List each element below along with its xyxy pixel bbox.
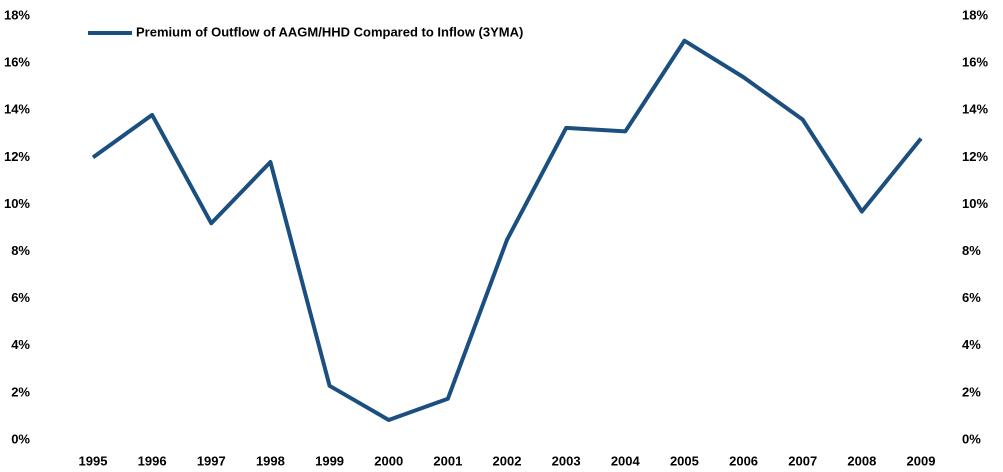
legend-label: Premium of Outflow of AAGM/HHD Compared … [136, 24, 523, 39]
x-tick-label: 2007 [788, 453, 817, 468]
y-tick-label: 16% [4, 55, 30, 70]
x-tick-label: 1995 [79, 453, 108, 468]
x-tick-label: 2003 [552, 453, 581, 468]
y2-tick-label: 4% [962, 337, 981, 352]
y-tick-label: 4% [11, 337, 30, 352]
x-tick-label: 2001 [433, 453, 462, 468]
y-tick-label: 0% [11, 431, 30, 446]
y2-tick-label: 0% [962, 431, 981, 446]
x-tick-label: 2005 [670, 453, 699, 468]
y2-tick-label: 14% [962, 102, 988, 117]
y-tick-label: 12% [4, 149, 30, 164]
x-tick-label: 2009 [907, 453, 936, 468]
y-tick-label: 6% [11, 290, 30, 305]
x-tick-label: 1999 [315, 453, 344, 468]
x-tick-label: 1998 [256, 453, 285, 468]
y-tick-label: 18% [4, 7, 30, 22]
x-tick-label: 2004 [611, 453, 641, 468]
y-tick-label: 2% [11, 384, 30, 399]
x-tick-label: 2006 [729, 453, 758, 468]
x-tick-label: 2002 [493, 453, 522, 468]
y-tick-label: 10% [4, 196, 30, 211]
y-tick-label: 8% [11, 243, 30, 258]
x-tick-label: 1997 [197, 453, 226, 468]
x-tick-label: 2000 [374, 453, 403, 468]
y2-tick-label: 2% [962, 384, 981, 399]
x-tick-label: 1996 [138, 453, 167, 468]
y-tick-label: 14% [4, 102, 30, 117]
x-tick-label: 2008 [847, 453, 876, 468]
y2-tick-label: 10% [962, 196, 988, 211]
y2-tick-label: 18% [962, 7, 988, 22]
y2-tick-label: 12% [962, 149, 988, 164]
line-series [91, 38, 923, 422]
y2-tick-label: 16% [962, 55, 988, 70]
y2-tick-label: 8% [962, 243, 981, 258]
y2-tick-label: 6% [962, 290, 981, 305]
